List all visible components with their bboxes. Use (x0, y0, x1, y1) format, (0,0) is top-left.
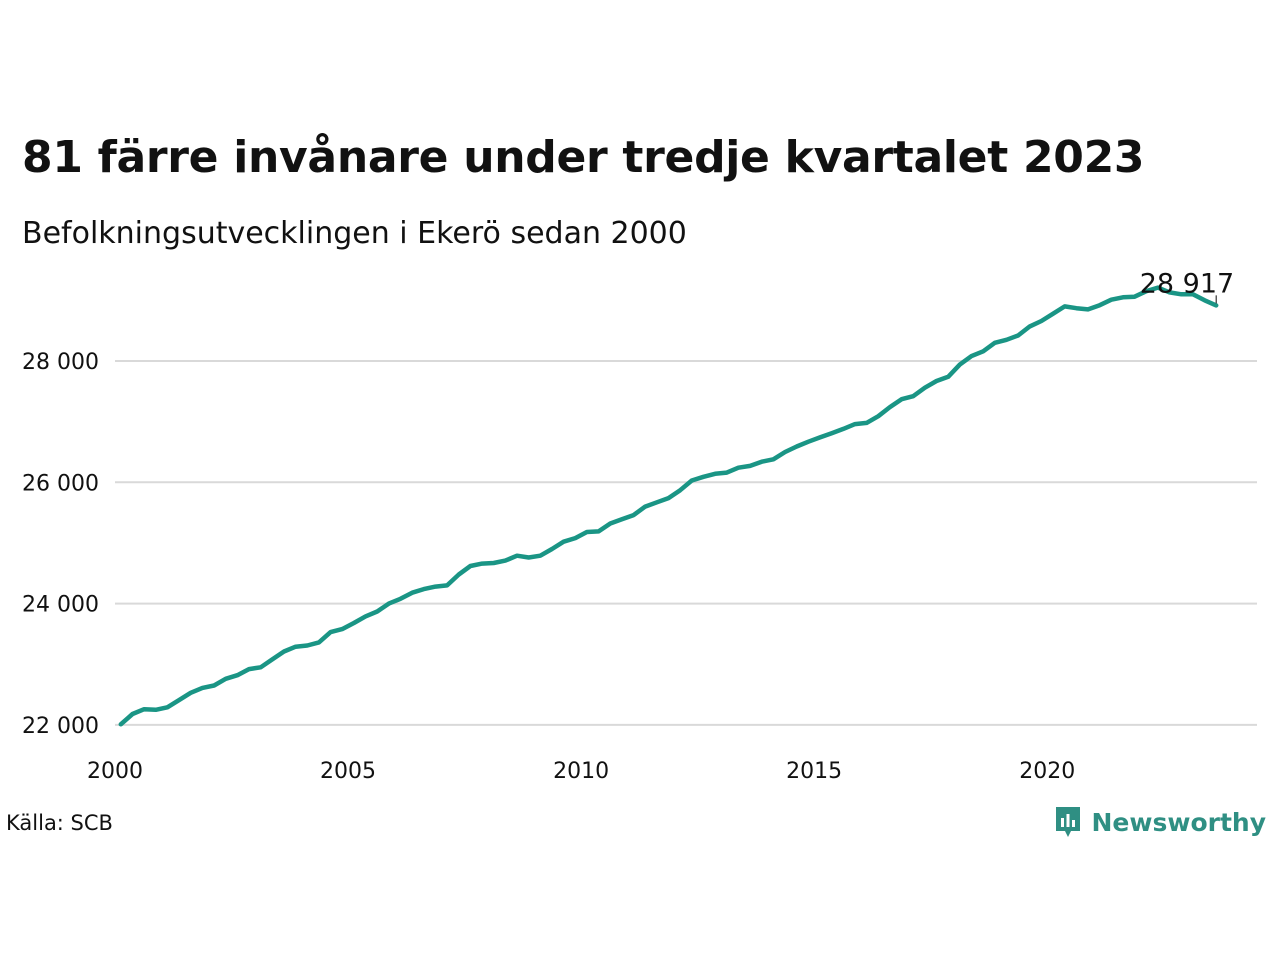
x-tick-label: 2020 (1019, 759, 1075, 784)
gridlines (115, 359, 1257, 726)
brand-name: Newsworthy (1091, 807, 1267, 837)
x-tick-label: 2005 (320, 759, 376, 784)
brand-logo[interactable]: Newsworthy (1054, 802, 1267, 842)
population-series-line (118, 285, 1219, 727)
source-note: Källa: SCB (6, 811, 113, 835)
end-value-label: 28 917 (1140, 268, 1234, 299)
y-axis-ticks: 22 000 24 000 26 000 28 000 (22, 350, 99, 739)
y-tick-label: 24 000 (22, 593, 99, 618)
x-axis-ticks: 2000 2005 2010 2015 2020 (87, 759, 1075, 784)
x-tick-label: 2000 (87, 759, 143, 784)
y-tick-label: 22 000 (22, 714, 99, 739)
data-labels: 28 917 (1140, 268, 1234, 304)
newsworthy-logo-icon (1055, 807, 1080, 837)
chart-subtitle: Befolkningsutvecklingen i Ekerö sedan 20… (22, 216, 687, 251)
x-tick-label: 2015 (786, 759, 842, 784)
x-tick-label: 2010 (553, 759, 609, 784)
chart-title: 81 färre invånare under tredje kvartalet… (22, 132, 1145, 183)
series-layer (118, 285, 1219, 727)
y-tick-label: 28 000 (22, 350, 99, 375)
y-tick-label: 26 000 (22, 471, 99, 496)
